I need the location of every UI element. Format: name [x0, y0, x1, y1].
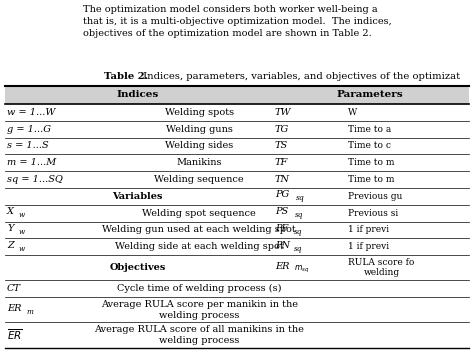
Text: m: m — [26, 308, 33, 316]
Text: Objectives: Objectives — [109, 263, 165, 272]
Text: sq: sq — [296, 194, 305, 202]
Text: CT: CT — [7, 284, 21, 293]
Text: Indices: Indices — [116, 90, 159, 99]
Text: Welding side at each welding spot: Welding side at each welding spot — [115, 242, 283, 251]
Text: Welding guns: Welding guns — [165, 125, 233, 134]
Text: s = 1...S: s = 1...S — [7, 141, 49, 150]
Text: 1 if previ: 1 if previ — [348, 225, 390, 234]
Text: Time to m: Time to m — [348, 158, 395, 167]
Text: RULA score fo
welding: RULA score fo welding — [348, 258, 415, 278]
Text: TG: TG — [275, 125, 289, 134]
Text: $m_{sq}$: $m_{sq}$ — [294, 264, 310, 275]
Text: ER: ER — [275, 261, 290, 271]
Text: Time to c: Time to c — [348, 141, 392, 150]
Text: PN: PN — [275, 241, 290, 250]
Text: sq = 1...SQ: sq = 1...SQ — [7, 175, 63, 184]
Text: PG: PG — [275, 190, 289, 199]
Text: w = 1...W: w = 1...W — [7, 108, 55, 117]
Text: Average RULA score of all manikins in the
welding process: Average RULA score of all manikins in th… — [94, 325, 304, 345]
Text: TN: TN — [275, 175, 290, 184]
Text: Welding spots: Welding spots — [164, 108, 234, 117]
Text: w: w — [19, 228, 25, 236]
Text: Cycle time of welding process (s): Cycle time of welding process (s) — [117, 284, 282, 293]
Text: 1 if previ: 1 if previ — [348, 242, 390, 251]
Text: Z: Z — [7, 241, 14, 250]
FancyBboxPatch shape — [5, 86, 469, 104]
Text: The optimization model considers both worker well-being a
that is, it is a multi: The optimization model considers both wo… — [82, 5, 392, 38]
Text: Welding gun used at each welding spot: Welding gun used at each welding spot — [102, 225, 296, 234]
Text: Welding sequence: Welding sequence — [154, 175, 244, 184]
Text: ER: ER — [7, 304, 22, 313]
Text: sq: sq — [294, 228, 302, 236]
Text: Welding sides: Welding sides — [165, 141, 233, 150]
Text: PS: PS — [275, 207, 288, 216]
Text: Previous gu: Previous gu — [348, 192, 403, 201]
Text: Indices, parameters, variables, and objectives of the optimizat: Indices, parameters, variables, and obje… — [140, 72, 460, 81]
Text: Time to m: Time to m — [348, 175, 395, 184]
Text: PF: PF — [275, 224, 288, 233]
Text: W: W — [348, 108, 358, 117]
Text: g = 1...G: g = 1...G — [7, 125, 51, 134]
Text: Parameters: Parameters — [337, 90, 403, 99]
Text: Average RULA score per manikin in the
welding process: Average RULA score per manikin in the we… — [100, 300, 298, 320]
Text: X: X — [7, 207, 14, 216]
Text: Previous si: Previous si — [348, 209, 399, 218]
Text: Manikins: Manikins — [176, 158, 222, 167]
Text: Variables: Variables — [112, 192, 163, 201]
Text: TF: TF — [275, 158, 288, 167]
Text: Y: Y — [7, 224, 14, 233]
Text: Table 2.: Table 2. — [104, 72, 148, 81]
Text: sq: sq — [295, 211, 303, 219]
Text: TW: TW — [275, 108, 292, 117]
Text: m = 1...M: m = 1...M — [7, 158, 56, 167]
Text: sq: sq — [294, 245, 303, 253]
Text: $\overline{ER}$: $\overline{ER}$ — [7, 328, 23, 342]
Text: Time to a: Time to a — [348, 125, 392, 134]
Text: Welding spot sequence: Welding spot sequence — [142, 209, 256, 218]
Text: TS: TS — [275, 141, 288, 150]
Text: w: w — [18, 245, 25, 253]
Text: w: w — [19, 211, 25, 219]
